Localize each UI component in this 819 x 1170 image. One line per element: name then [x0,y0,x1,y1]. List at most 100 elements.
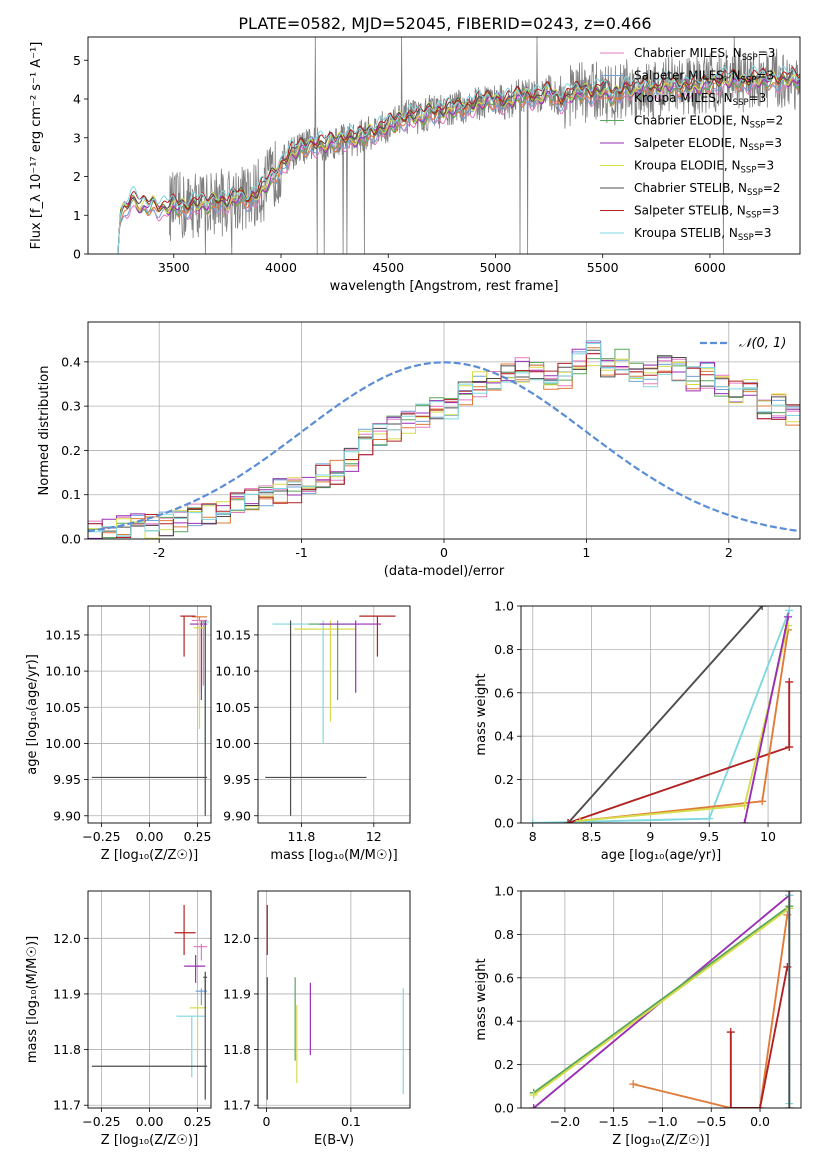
weight-marker [726,1104,735,1108]
y-tick-label: 9.95 [223,772,251,787]
weight-line [632,914,789,1108]
x-tick-label: 4500 [372,260,404,275]
weight-marker [740,819,749,823]
x-tick-label: 11.8 [288,829,316,844]
legend-subscript: SSP [741,76,757,86]
weight-marker [575,816,584,823]
x-axis-label: mass [log₁₀(M/M☉)] [270,848,397,863]
x-tick-label: -2 [153,545,165,560]
x-axis-label: Z [log₁₀(Z/Z☉)] [612,1133,709,1148]
weight-marker [785,677,794,686]
x-tick-label: −0.25 [82,1114,120,1129]
legend-entry: Salpeter MILES, NSSP=3 [634,69,774,86]
y-tick-label: 0.4 [61,354,81,369]
y-tick-label: 2 [73,169,81,184]
weight-line [579,629,790,822]
histogram-step [88,343,800,537]
legend-n: =3 [754,226,772,240]
y-axis-label: age [log₁₀(age/yr)] [25,654,40,775]
weight-marker [758,797,767,806]
weight-line [729,966,789,1108]
y-tick-label: 9.90 [53,808,81,823]
weight-marker [529,1104,538,1108]
legend-entry: Kroupa ELODIE, NSSP=3 [634,159,774,176]
weight-marker [528,819,537,823]
weight-line [567,606,763,823]
y-tick-label: 11.9 [223,986,251,1001]
legend-entry: Salpeter ELODIE, NSSP=3 [634,136,782,153]
y-tick-label: 1.0 [494,884,514,899]
legend-entry: Chabrier MILES, NSSP=3 [634,46,775,63]
histogram-step [88,347,800,539]
x-tick-label: 0.0 [750,1114,770,1129]
legend-n: =3 [762,204,780,218]
weight-marker [629,1080,638,1089]
x-tick-label: 8.5 [582,829,602,844]
y-tick-label: 12.0 [53,931,81,946]
x-axis-label: E(B-V) [314,1133,354,1148]
axes-frame [520,605,802,824]
x-axis-label: Z [log₁₀(Z/Z☉)] [101,1133,198,1148]
y-tick-label: 0.8 [494,927,514,942]
legend-subscript: SSP [746,211,762,221]
x-tick-label: −0.5 [696,1114,726,1129]
x-tick-label: 8 [529,829,537,844]
legend-subscript: SSP [741,166,757,176]
plot-area [265,615,396,816]
legend-n: =3 [749,91,767,105]
x-tick-label: 4000 [265,260,297,275]
legend: Chabrier MILES, NSSP=3 Salpeter MILES, NS… [600,46,783,243]
y-tick-label: 10.10 [45,664,81,679]
x-tick-label: 0.25 [184,1114,212,1129]
x-tick-label: 9 [646,829,654,844]
panels: 3500 4000 4500 5000 5500 6000012345wavelength… [25,36,802,1148]
x-tick-label: −2.0 [550,1114,580,1129]
y-tick-label: 11.8 [53,1042,81,1057]
x-tick-label: 9.5 [699,829,719,844]
y-axis-label: Flux [f_λ 10⁻¹⁷ erg cm⁻² s⁻¹ A⁻¹] [29,42,44,250]
x-tick-label: 3500 [158,260,190,275]
axes-frame [87,36,801,255]
y-tick-label: 11.8 [223,1042,251,1057]
y-tick-label: 10.00 [45,736,81,751]
model-spectrum [117,68,800,254]
weight-marker [784,612,793,621]
panel-massweight_vs_Z: −2.0 −1.5 −1.0 −0.5 0.0 0.0 0.2 0.4 0.6 0.8 1.0 Z [… [474,884,802,1148]
legend-subscript: SSP [748,143,764,153]
legend-n: =3 [756,159,774,173]
y-tick-label: 0.0 [494,816,514,831]
weight-line [533,905,790,1094]
legend-subscript: SSP [738,233,754,243]
weight-marker [726,1028,735,1037]
x-axis-label: Z [log₁₀(Z/Z☉)] [101,848,198,863]
panel-mass_vs_EBV: 0 0.1 11.7 11.8 11.9 12.0 E(B-V) [223,890,411,1148]
y-tick-label: 0.0 [494,1101,514,1116]
histogram-step [88,353,800,538]
x-axis-label: (data-model)/error [384,564,505,579]
x-tick-label: 2 [725,545,733,560]
plot-area [91,615,210,816]
legend-subscript: SSP [750,121,766,131]
weight-line [533,907,790,1096]
weight-marker [564,819,573,823]
axes-frame [87,890,212,1109]
y-axis-label: mass [log₁₀(M/M☉)] [25,936,40,1063]
x-tick-label: −1.0 [647,1114,677,1129]
y-tick-label: 1 [73,208,81,223]
y-tick-label: 10.10 [215,664,251,679]
y-tick-label: 0.3 [61,399,81,414]
x-tick-label: 0 [440,545,448,560]
plot-area [266,904,404,1100]
x-tick-label: 0.25 [184,829,212,844]
legend-subscript: SSP [733,98,749,108]
x-tick-label: 5500 [587,260,619,275]
y-tick-label: 0.2 [494,1057,514,1072]
model-spectrum [117,65,800,254]
axes-frame [257,605,411,824]
axes-frame [257,890,411,1109]
y-tick-label: 0.4 [494,1014,514,1029]
legend-n: =3 [758,46,776,60]
weight-marker [785,1104,794,1108]
y-tick-label: 10.15 [215,627,251,642]
y-tick-label: 11.7 [53,1098,81,1113]
